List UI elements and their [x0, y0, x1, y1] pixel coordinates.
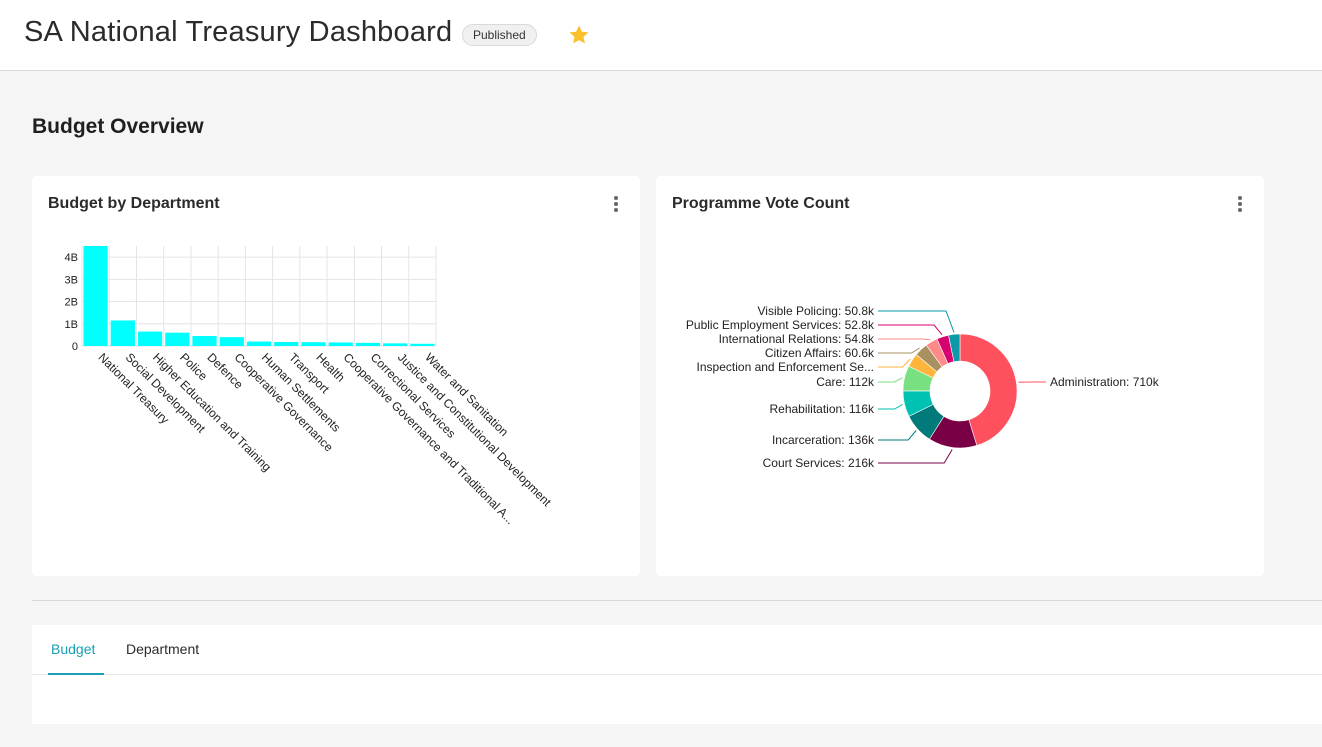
bar[interactable]	[328, 342, 353, 346]
slice-label: Incarceration: 136k	[772, 433, 875, 447]
tab-department[interactable]: Department	[126, 641, 200, 657]
leader-line	[878, 347, 920, 354]
star-icon[interactable]	[567, 23, 591, 47]
leader-line	[878, 377, 903, 383]
y-tick-label: 3B	[65, 274, 78, 286]
slice-label: Rehabilitation: 116k	[769, 402, 875, 416]
slice-label: Visible Policing: 50.8k	[757, 304, 875, 318]
dashboard-header: SA National Treasury Dashboard Published	[0, 0, 1322, 71]
bar[interactable]	[137, 331, 163, 346]
bar[interactable]	[410, 343, 435, 346]
y-tick-label: 2B	[65, 297, 78, 309]
leader-line	[878, 310, 955, 333]
y-tick-label: 4B	[65, 252, 78, 264]
section-title: Budget Overview	[32, 115, 204, 138]
dashboard-title: SA National Treasury Dashboard	[24, 16, 453, 48]
slice-label: Administration: 710k	[1050, 375, 1160, 389]
budget-by-department-card: 0 1B 2B 3B 4B National Treasury Social Develop…	[32, 176, 640, 576]
bar[interactable]	[383, 343, 408, 346]
chart-grid	[81, 246, 437, 346]
bar[interactable]	[83, 246, 108, 346]
bar[interactable]	[219, 337, 244, 346]
slice-label: Citizen Affairs: 60.6k	[765, 346, 875, 360]
programme-vote-count-card: Administration: 710k Court Services: 216k…	[656, 176, 1264, 576]
leader-line	[878, 403, 903, 410]
leader-line	[878, 449, 953, 464]
slice-label: International Relations: 54.8k	[719, 332, 875, 346]
bar[interactable]	[110, 320, 135, 346]
slice-label: Care: 112k	[816, 375, 875, 389]
bar[interactable]	[165, 332, 190, 346]
pie-slice[interactable]	[959, 333, 1018, 446]
active-tab-indicator	[48, 673, 104, 675]
leader-line	[878, 430, 917, 441]
y-tick-label: 0	[72, 341, 78, 353]
bar[interactable]	[355, 342, 381, 346]
status-badge: Published	[462, 24, 537, 46]
card-title: Budget by Department	[48, 195, 220, 212]
tabs-panel: Budget Department	[32, 625, 1322, 724]
leader-line	[878, 324, 943, 336]
y-tick-label: 1B	[65, 319, 78, 331]
tabs-bar: Budget Department	[32, 625, 1322, 675]
slice-label: Inspection and Enforcement Se...	[697, 360, 874, 374]
slice-label: Public Employment Services: 52.8k	[686, 318, 875, 332]
bar[interactable]	[274, 342, 299, 346]
section-divider	[32, 600, 1322, 601]
card-title: Programme Vote Count	[672, 195, 850, 212]
programme-donut-chart: Administration: 710k Court Services: 216k…	[686, 304, 1160, 470]
bar[interactable]	[192, 336, 217, 346]
slice-label: Court Services: 216k	[763, 456, 875, 470]
tab-budget[interactable]: Budget	[51, 641, 96, 657]
leader-line	[878, 338, 931, 341]
pie-slice[interactable]	[948, 333, 961, 362]
kebab-menu-icon[interactable]	[1234, 194, 1246, 214]
bar[interactable]	[246, 341, 272, 346]
kebab-menu-icon[interactable]	[610, 194, 622, 214]
bar[interactable]	[301, 342, 326, 346]
leader-line	[878, 358, 911, 368]
